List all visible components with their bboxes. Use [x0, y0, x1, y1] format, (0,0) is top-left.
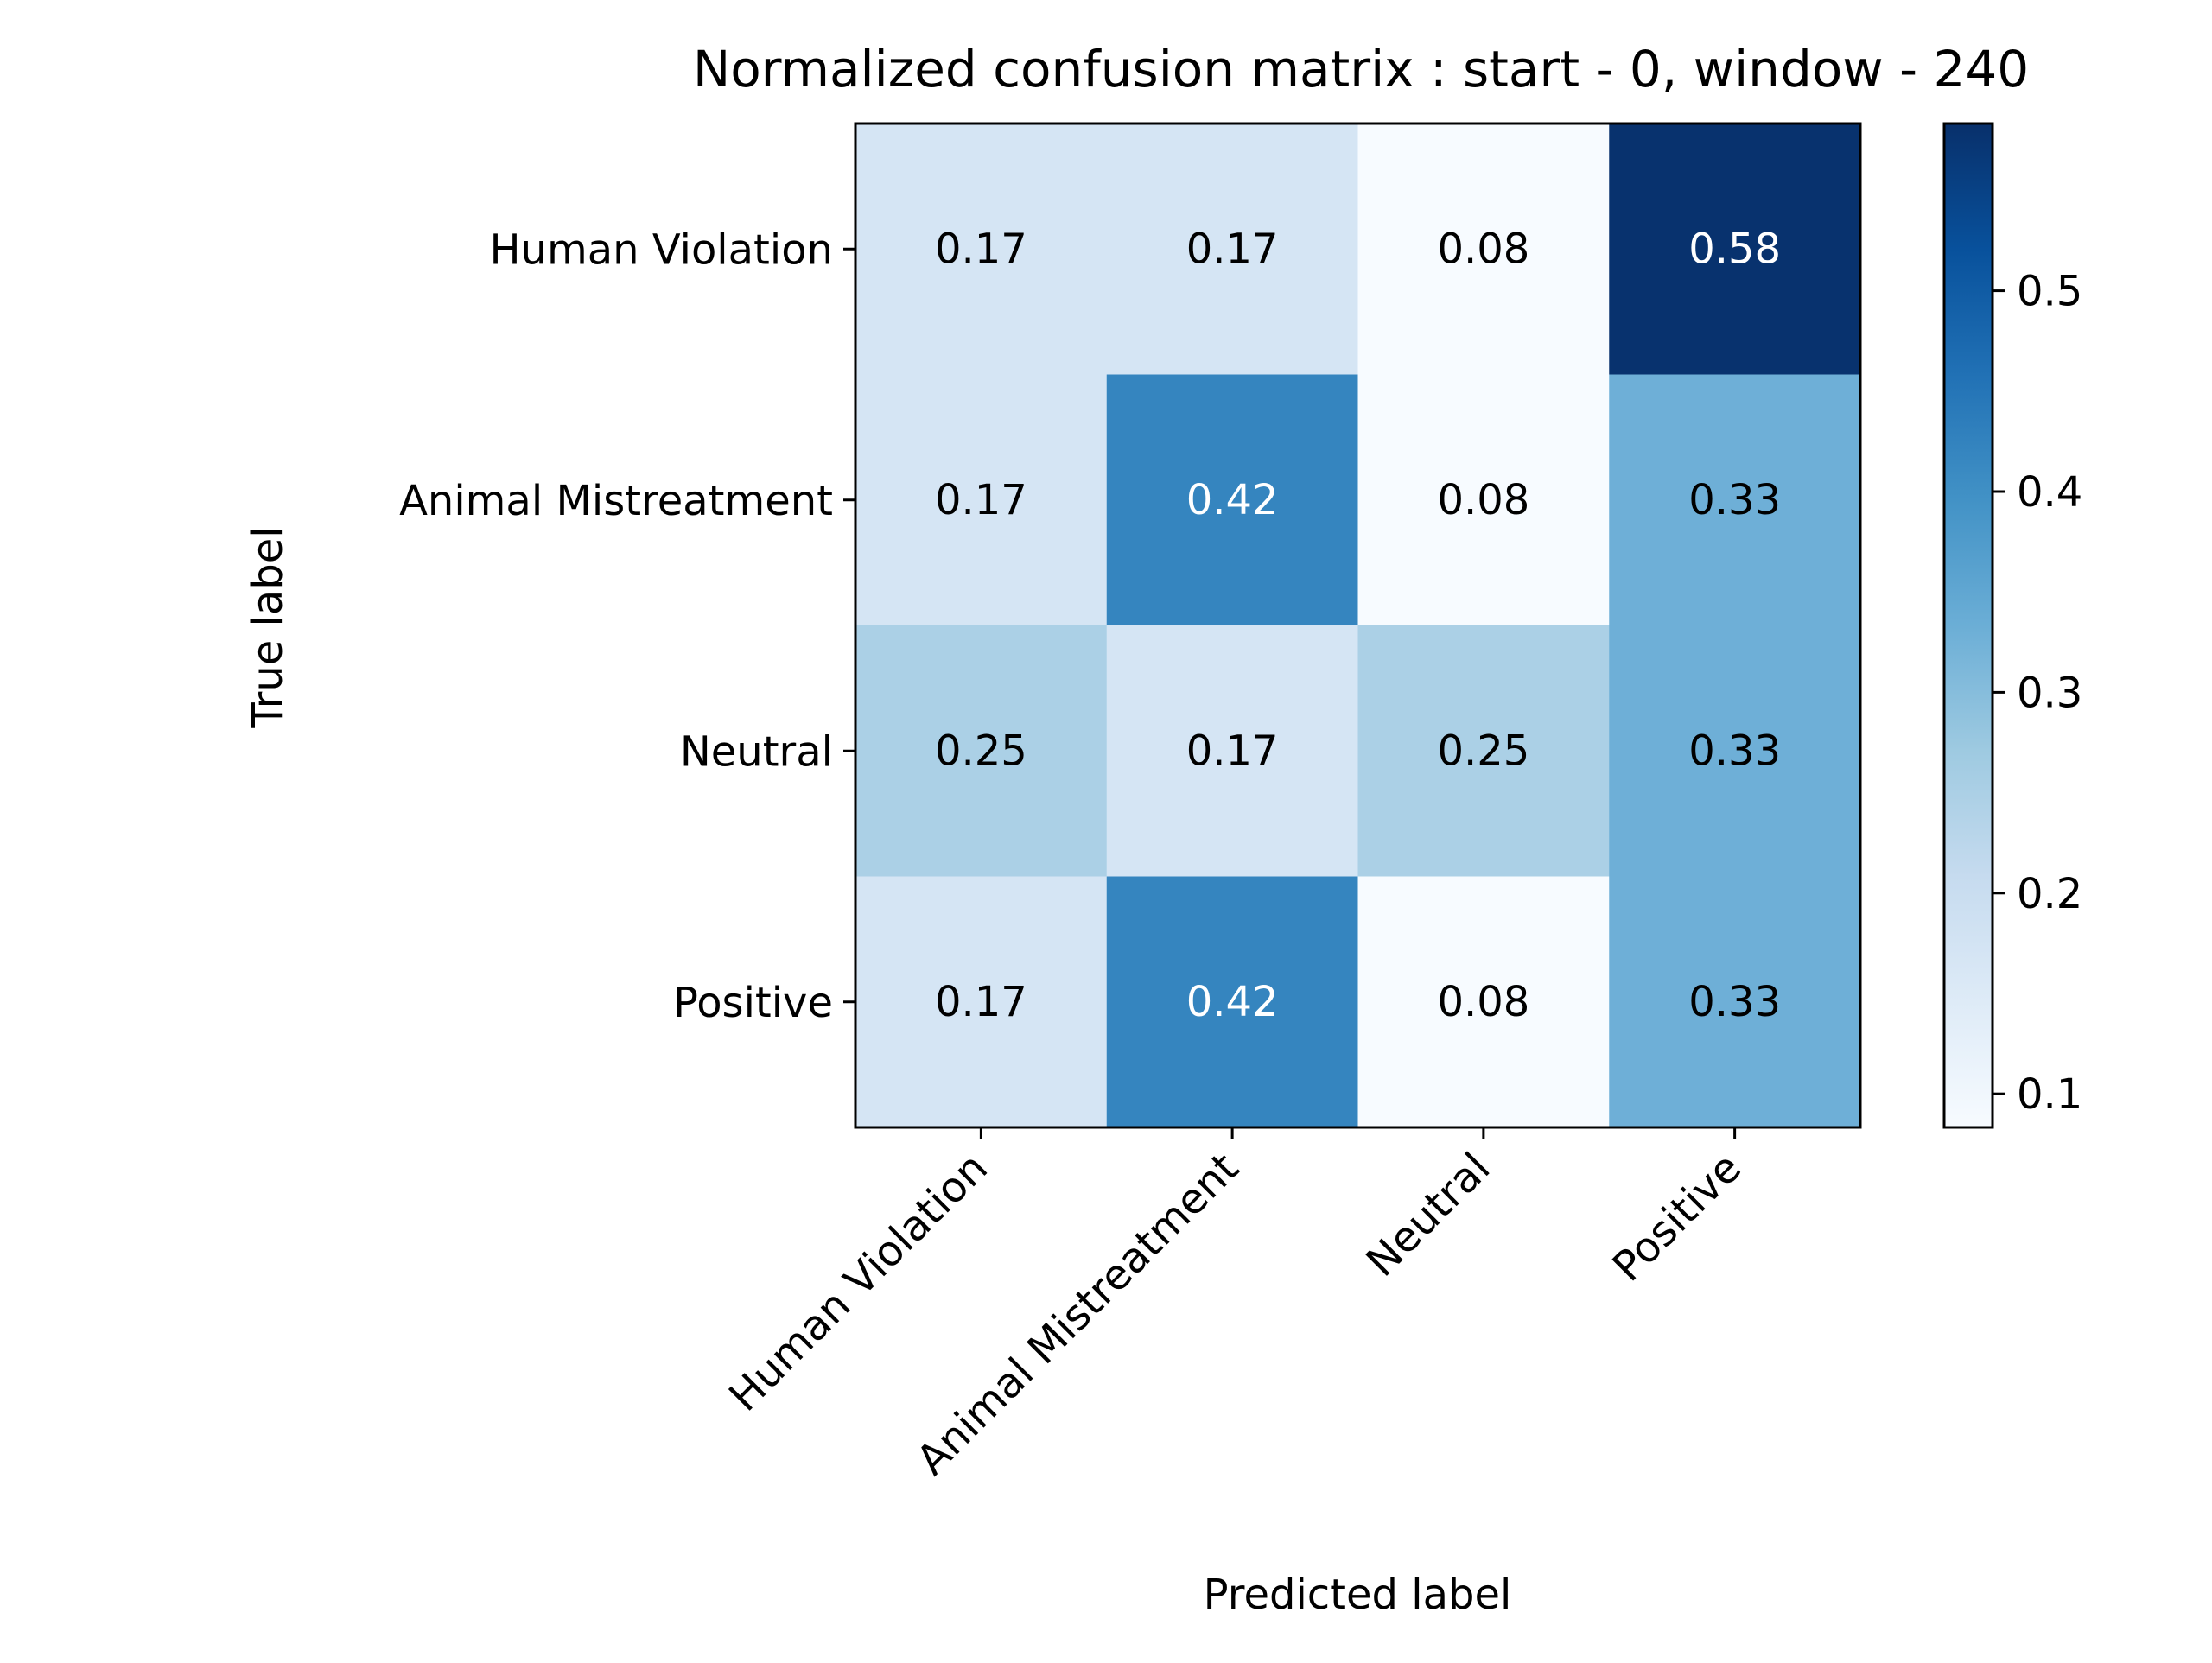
y-tick-label: Human Violation	[489, 225, 833, 274]
cell-value-label: 0.33	[1688, 978, 1781, 1026]
y-tick-label: Positive	[673, 979, 833, 1027]
y-tick-label: Animal Mistreatment	[399, 477, 833, 525]
colorbar-ticks: 0.1 0.2 0.3 0.4 0.5	[1993, 268, 2082, 1119]
heatmap-cell-labels: 0.17 0.17 0.08 0.58 0.17 0.42 0.08 0.33 0.25 0.17…	[935, 225, 1781, 1026]
heatmap-cell	[1106, 124, 1358, 375]
x-tick-label: Neutral	[1357, 1144, 1499, 1286]
cell-value-label: 0.17	[1186, 225, 1279, 273]
cell-value-label: 0.17	[935, 978, 1027, 1026]
heatmap-cell	[1357, 124, 1610, 375]
heatmap-cells	[855, 124, 1861, 1128]
cell-value-label: 0.33	[1688, 727, 1781, 775]
heatmap-cell	[855, 876, 1108, 1128]
heatmap-cell	[1609, 876, 1861, 1128]
heatmap-cell	[1609, 625, 1861, 877]
colorbar: 0.1 0.2 0.3 0.4 0.5	[1942, 122, 2082, 1129]
cell-value-label: 0.08	[1437, 476, 1529, 524]
heatmap-cell	[1609, 124, 1861, 375]
heatmap-cell	[1106, 876, 1358, 1128]
colorbar-tick-label: 0.2	[2017, 870, 2082, 918]
cell-value-label: 0.25	[1437, 727, 1529, 775]
heatmap-cell	[1609, 374, 1861, 626]
colorbar-tick-label: 0.3	[2017, 669, 2082, 717]
cell-value-label: 0.33	[1688, 476, 1781, 524]
y-axis-label: True label	[244, 526, 292, 728]
cell-value-label: 0.08	[1437, 225, 1529, 273]
heatmap-cell	[1357, 876, 1610, 1128]
y-axis-ticks: Human Violation Animal Mistreatment Neutra…	[399, 225, 855, 1027]
chart-title: Normalized confusion matrix : start - 0,…	[693, 40, 2029, 98]
heatmap-cell	[855, 625, 1108, 877]
x-axis-label: Predicted label	[1204, 1571, 1512, 1619]
y-tick-label: Neutral	[680, 727, 833, 776]
heatmap-cell	[855, 124, 1108, 375]
colorbar-tick-label: 0.1	[2017, 1070, 2082, 1119]
cell-value-label: 0.42	[1186, 978, 1279, 1026]
x-tick-label: Human Violation	[720, 1144, 997, 1421]
cell-value-label: 0.42	[1186, 476, 1279, 524]
colorbar-tick-label: 0.4	[2017, 468, 2082, 517]
cell-value-label: 0.08	[1437, 978, 1529, 1026]
heatmap-cell	[1357, 374, 1610, 626]
x-tick-label: Positive	[1604, 1144, 1751, 1291]
cell-value-label: 0.25	[935, 727, 1027, 775]
cell-value-label: 0.17	[1186, 727, 1279, 775]
heatmap-cell	[855, 374, 1108, 626]
heatmap-cell	[1106, 374, 1358, 626]
colorbar-tick-label: 0.5	[2017, 268, 2082, 316]
cell-value-label: 0.58	[1688, 225, 1781, 273]
plot-frame	[854, 122, 1862, 1129]
heatmap-cell	[1106, 625, 1358, 877]
cell-value-label: 0.17	[935, 225, 1027, 273]
heatmap-cell	[1357, 625, 1610, 877]
cell-value-label: 0.17	[935, 476, 1027, 524]
colorbar-gradient	[1942, 122, 1994, 1129]
